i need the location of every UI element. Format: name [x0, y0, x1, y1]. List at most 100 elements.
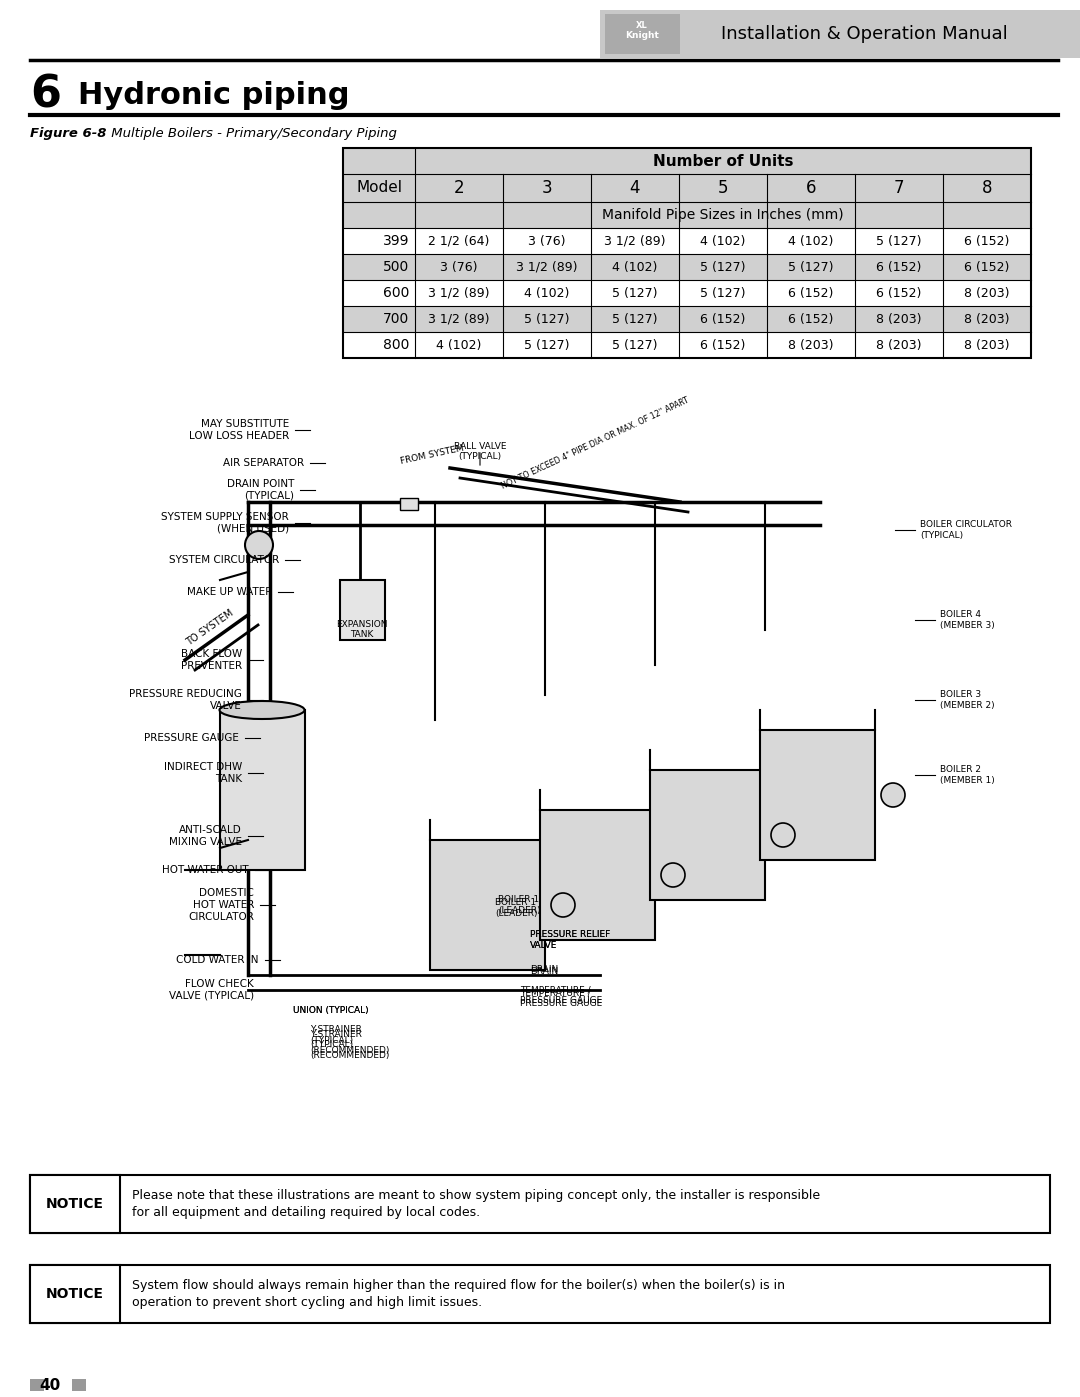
- Bar: [760, 731, 875, 861]
- Text: 5: 5: [718, 179, 728, 197]
- Text: DRAIN: DRAIN: [530, 968, 558, 977]
- Text: AIR SEPARATOR: AIR SEPARATOR: [222, 458, 303, 468]
- Text: SYSTEM CIRCULATOR: SYSTEM CIRCULATOR: [168, 555, 279, 564]
- Text: Y-STRAINER
(TYPICAL)
(RECOMMENDED): Y-STRAINER (TYPICAL) (RECOMMENDED): [310, 1030, 390, 1060]
- Text: Hydronic piping: Hydronic piping: [78, 81, 350, 109]
- Text: BOILER 2
(MEMBER 1): BOILER 2 (MEMBER 1): [940, 766, 995, 785]
- Text: 5 (127): 5 (127): [788, 260, 834, 274]
- Text: Figure 6-8: Figure 6-8: [30, 127, 107, 140]
- Text: 5 (127): 5 (127): [612, 286, 658, 299]
- Text: SYSTEM SUPPLY SENSOR
(WHEN USED): SYSTEM SUPPLY SENSOR (WHEN USED): [161, 513, 289, 534]
- Bar: [72, 1379, 86, 1391]
- Text: BALL VALVE
(TYPICAL): BALL VALVE (TYPICAL): [454, 441, 507, 461]
- Bar: [650, 770, 765, 900]
- Ellipse shape: [219, 701, 305, 719]
- Text: System flow should always remain higher than the required flow for the boiler(s): System flow should always remain higher …: [132, 1280, 785, 1309]
- Bar: [600, 10, 1080, 59]
- Bar: [30, 1379, 44, 1391]
- Text: 5 (127): 5 (127): [524, 313, 570, 326]
- Bar: [30, 1266, 1050, 1323]
- Text: 3 1/2 (89): 3 1/2 (89): [604, 235, 665, 247]
- Text: NOT TO EXCEED 4" PIPE DIA OR MAX. OF 12" APART: NOT TO EXCEED 4" PIPE DIA OR MAX. OF 12"…: [500, 395, 690, 490]
- Bar: [343, 254, 1031, 279]
- Text: 40: 40: [39, 1377, 60, 1393]
- Text: 6 (152): 6 (152): [964, 260, 1010, 274]
- Text: 4: 4: [630, 179, 640, 197]
- Text: TEMPERATURE /
PRESSURE GAUGE: TEMPERATURE / PRESSURE GAUGE: [519, 988, 603, 1007]
- Text: 5 (127): 5 (127): [524, 338, 570, 352]
- Text: XL: XL: [636, 21, 648, 31]
- Text: 8 (203): 8 (203): [788, 338, 834, 352]
- Bar: [220, 710, 305, 870]
- Text: 8 (203): 8 (203): [964, 338, 1010, 352]
- Text: 4 (102): 4 (102): [524, 286, 569, 299]
- Text: DRAIN: DRAIN: [530, 965, 558, 975]
- Bar: [343, 279, 1031, 306]
- Text: 5 (127): 5 (127): [700, 286, 746, 299]
- Text: NOTICE: NOTICE: [46, 1287, 104, 1301]
- Text: HOT WATER OUT: HOT WATER OUT: [162, 865, 249, 875]
- Bar: [30, 1175, 1050, 1234]
- Text: 500: 500: [382, 260, 409, 274]
- Text: 6 (152): 6 (152): [700, 313, 745, 326]
- Text: Model: Model: [356, 180, 402, 196]
- Bar: [540, 810, 654, 940]
- Text: 399: 399: [382, 235, 409, 249]
- Text: INDIRECT DHW
TANK: INDIRECT DHW TANK: [164, 763, 242, 784]
- Text: 5 (127): 5 (127): [612, 338, 658, 352]
- Text: COLD WATER IN: COLD WATER IN: [176, 956, 259, 965]
- Text: BOILER 1
(LEADER): BOILER 1 (LEADER): [498, 895, 540, 915]
- Text: MAY SUBSTITUTE
LOW LOSS HEADER: MAY SUBSTITUTE LOW LOSS HEADER: [189, 419, 289, 441]
- Text: 6 (152): 6 (152): [700, 338, 745, 352]
- Text: 4 (102): 4 (102): [436, 338, 482, 352]
- Text: 6 (152): 6 (152): [876, 286, 921, 299]
- Text: PRESSURE REDUCING
VALVE: PRESSURE REDUCING VALVE: [130, 689, 242, 711]
- Text: TEMPERATURE /
PRESSURE GAUGE: TEMPERATURE / PRESSURE GAUGE: [519, 985, 603, 1004]
- Text: 8 (203): 8 (203): [876, 338, 921, 352]
- Text: 6 (152): 6 (152): [788, 313, 834, 326]
- Text: 8 (203): 8 (203): [964, 286, 1010, 299]
- Text: 5 (127): 5 (127): [612, 313, 658, 326]
- Text: BACK FLOW
PREVENTER: BACK FLOW PREVENTER: [180, 650, 242, 671]
- Text: 6: 6: [806, 179, 816, 197]
- Circle shape: [551, 893, 575, 916]
- Text: 3 (76): 3 (76): [528, 235, 566, 247]
- Text: 3: 3: [542, 179, 552, 197]
- Text: 2 1/2 (64): 2 1/2 (64): [429, 235, 489, 247]
- Text: 8: 8: [982, 179, 993, 197]
- Text: 8 (203): 8 (203): [964, 313, 1010, 326]
- Circle shape: [771, 823, 795, 847]
- Text: PRESSURE RELIEF
VALVE: PRESSURE RELIEF VALVE: [530, 930, 610, 950]
- Circle shape: [245, 531, 273, 559]
- Text: TO SYSTEM: TO SYSTEM: [185, 608, 235, 648]
- Bar: [343, 228, 1031, 254]
- Text: DOMESTIC
HOT WATER
CIRCULATOR: DOMESTIC HOT WATER CIRCULATOR: [188, 888, 254, 922]
- Text: Number of Units: Number of Units: [652, 154, 793, 169]
- Text: 4 (102): 4 (102): [788, 235, 834, 247]
- Text: FLOW CHECK
VALVE (TYPICAL): FLOW CHECK VALVE (TYPICAL): [168, 979, 254, 1000]
- Text: 3 (76): 3 (76): [441, 260, 477, 274]
- Text: UNION (TYPICAL): UNION (TYPICAL): [293, 1006, 368, 1014]
- Text: 6 (152): 6 (152): [788, 286, 834, 299]
- Text: 6: 6: [30, 74, 60, 116]
- Circle shape: [661, 863, 685, 887]
- Text: 6 (152): 6 (152): [876, 260, 921, 274]
- Text: Multiple Boilers - Primary/Secondary Piping: Multiple Boilers - Primary/Secondary Pip…: [107, 127, 396, 140]
- Text: 800: 800: [382, 338, 409, 352]
- Bar: [343, 306, 1031, 332]
- Text: 600: 600: [382, 286, 409, 300]
- Text: Knight: Knight: [625, 32, 659, 41]
- Text: DRAIN POINT
(TYPICAL): DRAIN POINT (TYPICAL): [227, 479, 294, 500]
- Text: ANTI-SCALD
MIXING VALVE: ANTI-SCALD MIXING VALVE: [168, 826, 242, 847]
- Text: NOTICE: NOTICE: [46, 1197, 104, 1211]
- Text: 4 (102): 4 (102): [612, 260, 658, 274]
- Text: 5 (127): 5 (127): [700, 260, 746, 274]
- Text: Y-STRAINER
(TYPICAL)
(RECOMMENDED): Y-STRAINER (TYPICAL) (RECOMMENDED): [310, 1025, 390, 1055]
- Bar: [605, 14, 680, 54]
- Text: 3 1/2 (89): 3 1/2 (89): [429, 313, 489, 326]
- Bar: [30, 1175, 120, 1234]
- Text: 4 (102): 4 (102): [700, 235, 745, 247]
- Text: EXPANSION
TANK: EXPANSION TANK: [336, 620, 388, 640]
- Text: 3 1/2 (89): 3 1/2 (89): [516, 260, 578, 274]
- Text: UNION (TYPICAL): UNION (TYPICAL): [293, 1006, 368, 1014]
